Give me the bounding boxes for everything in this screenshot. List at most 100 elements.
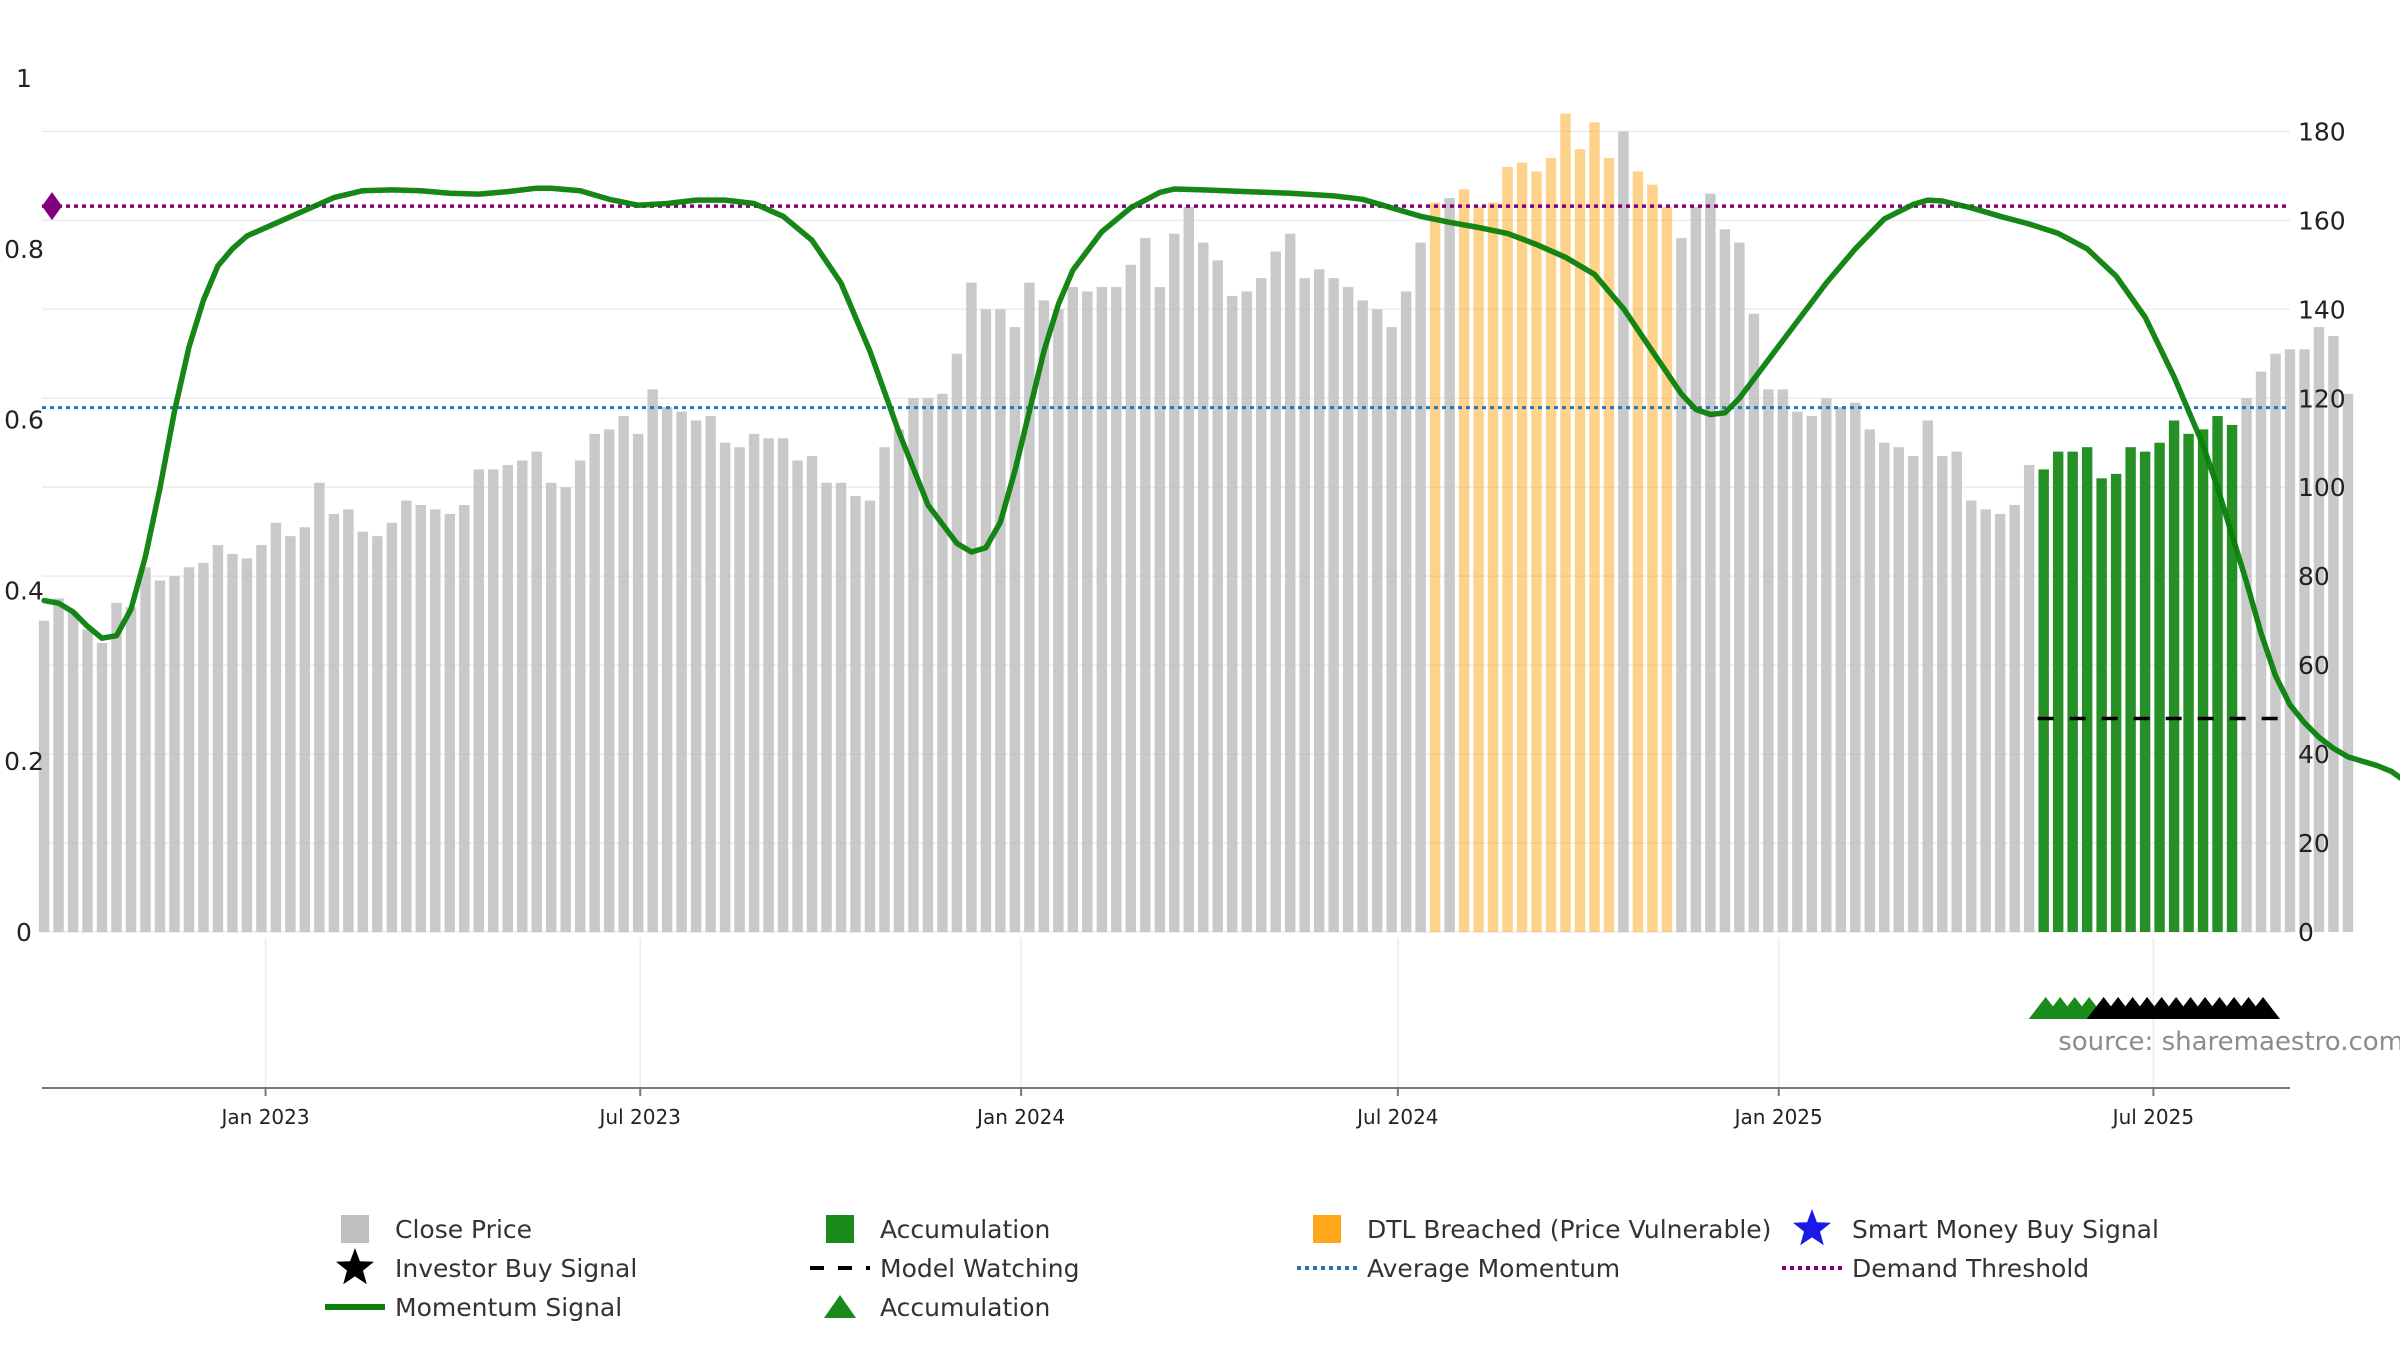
legend: Close Price Accumulation DTL Breached (Pri… <box>325 1209 2159 1322</box>
price-bar <box>1299 278 1310 932</box>
momentum-signal-line <box>41 185 2400 781</box>
dtl-breached-bar <box>1647 184 1658 932</box>
price-bar <box>850 496 861 932</box>
x-axis-tick-label: Jan 2024 <box>975 1105 1065 1129</box>
price-bar <box>632 433 644 932</box>
left-axis-tick-label: 1 <box>16 64 32 93</box>
accumulation-swatch <box>826 1215 854 1243</box>
price-bar <box>1227 295 1238 933</box>
price-bar <box>96 642 108 932</box>
legend-label-accumulation: Accumulation <box>880 1215 1050 1244</box>
price-bar <box>1415 242 1426 932</box>
price-bar <box>38 620 50 932</box>
price-bar <box>444 513 456 932</box>
accumulation-bar <box>2096 478 2107 932</box>
price-bar <box>53 598 64 932</box>
price-bar <box>140 567 151 932</box>
price-bar <box>1053 309 1064 933</box>
dtl-breached-bar <box>1589 122 1600 932</box>
price-bar <box>2255 371 2267 932</box>
price-bar <box>908 398 919 932</box>
smart-money-buy-signal-swatch <box>1793 1209 1831 1246</box>
left-axis-tick-label: 0.6 <box>4 406 44 435</box>
price-bar <box>1342 287 1354 932</box>
dtl-breached-bar <box>1531 171 1542 932</box>
price-bar <box>1256 278 1267 932</box>
accumulation-bar <box>2081 447 2093 932</box>
price-bar <box>256 545 267 932</box>
price-bar <box>864 500 876 932</box>
price-bar <box>1690 206 1702 933</box>
price-bar <box>2009 505 2020 932</box>
price-bar <box>835 482 847 932</box>
right-axis-tick-label: 180 <box>2298 117 2346 146</box>
axes: 0 0.2 0.4 0.6 0.8 1 0 20 40 60 80 100 120 140 160 180 Ja… <box>4 64 2346 1129</box>
right-axis-tick-label: 140 <box>2298 295 2346 324</box>
right-axis-tick-label: 80 <box>2298 562 2330 591</box>
price-bar <box>67 611 79 932</box>
accumulation-bar <box>2183 433 2194 932</box>
price-bar <box>618 416 629 933</box>
price-bar <box>1386 327 1397 932</box>
left-axis-tick-label: 0.4 <box>4 576 44 605</box>
price-bar <box>1850 402 1861 933</box>
price-bar <box>676 411 687 932</box>
price-bar <box>198 562 209 932</box>
price-bar <box>2284 349 2296 933</box>
price-bar <box>1067 287 1079 932</box>
price-bar <box>401 500 412 932</box>
price-bar <box>1676 238 1687 932</box>
accumulation-bar <box>2212 416 2223 933</box>
price-bar <box>169 576 180 932</box>
signal-markers <box>2028 997 2281 1019</box>
price-bar <box>1140 238 1151 932</box>
price-bar <box>922 398 934 932</box>
price-bar <box>690 420 702 932</box>
price-bar <box>1835 407 1847 932</box>
price-bar <box>1212 260 1223 932</box>
price-bar <box>719 442 731 932</box>
price-bar <box>1806 416 1818 933</box>
price-bar <box>821 482 832 932</box>
price-bar <box>2270 353 2281 932</box>
dtl-breached-bar <box>1574 149 1586 932</box>
dtl-breached-bar <box>1603 158 1615 932</box>
price-bar <box>603 429 615 932</box>
left-axis-tick-label: 0 <box>16 918 32 947</box>
price-bar <box>995 309 1006 933</box>
price-bar <box>1893 447 1904 932</box>
price-bar <box>386 522 398 932</box>
legend-label-dtl-breached-price-vulnerable: DTL Breached (Price Vulnerable) <box>1367 1215 1771 1244</box>
legend-label-accumulation: Accumulation <box>880 1293 1050 1322</box>
accumulation-bar <box>2052 451 2064 932</box>
x-axis-tick-label: Jul 2023 <box>598 1105 681 1129</box>
price-bar <box>1082 291 1093 932</box>
dtl-breached-bar <box>1661 206 1673 933</box>
price-bar <box>1966 500 1977 932</box>
price-bar <box>1270 251 1281 932</box>
close-price-swatch <box>341 1215 369 1243</box>
dtl-breached-bar <box>1516 162 1528 932</box>
accumulation-bar <box>2038 469 2049 932</box>
price-bar <box>937 393 948 932</box>
right-axis-tick-label: 120 <box>2298 384 2346 413</box>
x-axis-tick-label: Jul 2024 <box>1355 1105 1438 1129</box>
price-bar <box>1009 327 1021 932</box>
price-bar <box>748 433 760 932</box>
price-bar <box>1618 131 1629 932</box>
price-bar <box>966 282 977 933</box>
legend-label-model-watching: Model Watching <box>880 1254 1080 1283</box>
price-bar <box>241 558 253 932</box>
accumulation-bar <box>2067 451 2078 932</box>
price-bar <box>488 469 499 932</box>
price-bar <box>1125 264 1137 932</box>
accumulation-bar <box>2154 442 2165 932</box>
price-bar <box>2241 398 2252 932</box>
accumulation-bar <box>2125 447 2136 932</box>
price-bar <box>1748 313 1760 932</box>
momentum-signal-path <box>41 185 2400 781</box>
price-bar <box>1371 309 1383 933</box>
price-bar <box>1169 233 1180 933</box>
